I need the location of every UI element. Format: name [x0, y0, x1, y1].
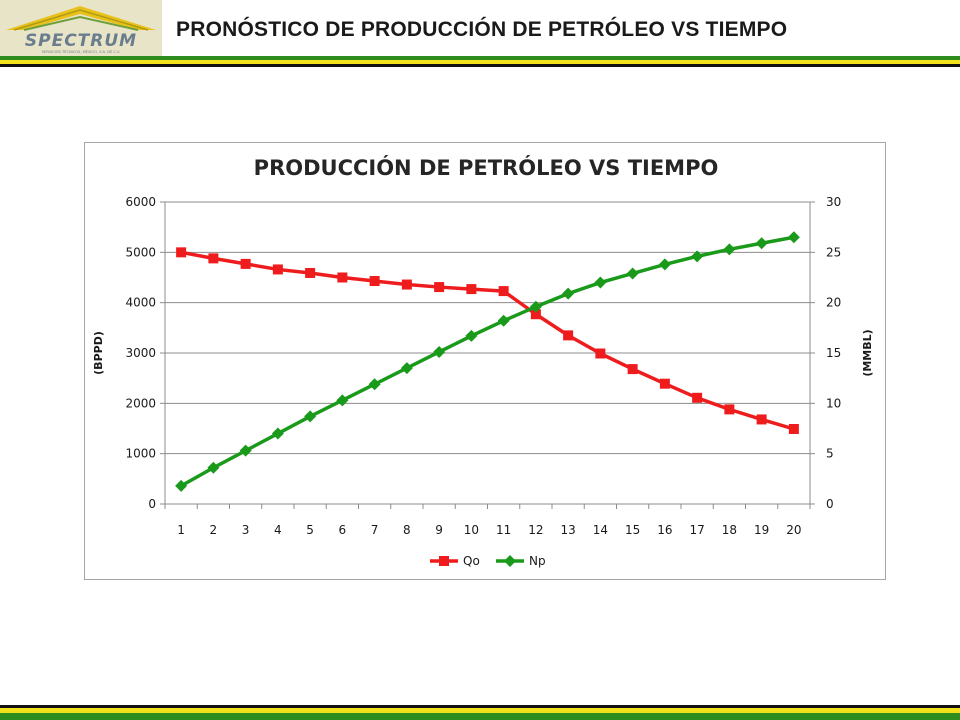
y-tick-label: 3000 [125, 346, 156, 360]
y-tick-label: 6000 [125, 195, 156, 209]
qo-series-line [180, 250, 795, 431]
np-point [304, 410, 317, 423]
x-tick-label: 1 [177, 523, 185, 537]
y-tick-label: 0 [148, 497, 156, 511]
y2-tick-label: 20 [826, 296, 841, 310]
x-tick-label: 20 [786, 523, 801, 537]
np-point [723, 243, 736, 256]
qo-point [272, 264, 283, 275]
np-series-line [180, 235, 795, 488]
qo-point [401, 279, 412, 290]
chart-title: PRODUCCIÓN DE PETRÓLEO VS TIEMPO [253, 156, 719, 180]
x-tick-label: 16 [657, 523, 672, 537]
np-point [400, 362, 413, 375]
qo-point [692, 392, 703, 403]
np-point [207, 461, 220, 474]
y-tick-label: 2000 [125, 396, 156, 410]
qo-point [305, 267, 316, 278]
x-tick-label: 8 [403, 523, 411, 537]
logo-subtext: SERVICIOS TÉCNICOS, MÉXICO, S.A. DE C.V. [42, 49, 120, 54]
footer-stripe-green [0, 713, 960, 720]
np-point [691, 250, 704, 263]
np-point [271, 427, 284, 440]
x-tick-label: 5 [306, 523, 314, 537]
legend-marker-np [504, 555, 516, 567]
qo-point [659, 378, 670, 389]
legend-label-qo: Qo [463, 554, 480, 568]
header-stripe-yellow [0, 60, 960, 64]
np-point [787, 231, 800, 244]
np-point [529, 300, 542, 313]
y2-tick-label: 10 [826, 396, 841, 410]
y-tick-label: 5000 [125, 245, 156, 259]
x-tick-label: 4 [274, 523, 282, 537]
qo-point [498, 286, 509, 297]
y2-tick-label: 30 [826, 195, 841, 209]
qo-point [788, 424, 799, 435]
y2-tick-label: 0 [826, 497, 834, 511]
np-point [497, 314, 510, 327]
y2-tick-label: 25 [826, 245, 841, 259]
x-tick-label: 19 [754, 523, 769, 537]
y-axis-label: (BPPD) [92, 331, 105, 375]
qo-point [176, 247, 187, 258]
x-tick-label: 18 [722, 523, 737, 537]
qo-point [756, 414, 767, 425]
x-tick-label: 13 [560, 523, 575, 537]
chart-frame [84, 142, 886, 580]
x-tick-label: 6 [339, 523, 347, 537]
np-point [175, 479, 188, 492]
legend-label-np: Np [529, 554, 546, 568]
qo-point [724, 404, 735, 415]
spectrum-logo: SPECTRUM SERVICIOS TÉCNICOS, MÉXICO, S.A… [0, 0, 162, 56]
np-point [465, 329, 478, 342]
y-tick-label: 4000 [125, 296, 156, 310]
x-tick-label: 11 [496, 523, 511, 537]
qo-point [595, 348, 606, 359]
np-point [562, 287, 575, 300]
y2-axis-label: (MMBL) [861, 329, 874, 376]
qo-point [240, 258, 251, 269]
np-point [368, 378, 381, 391]
np-point [626, 267, 639, 280]
x-tick-label: 17 [689, 523, 704, 537]
x-tick-label: 9 [435, 523, 443, 537]
np-point [755, 237, 768, 250]
logo-wordmark: SPECTRUM [25, 31, 137, 51]
legend-marker-qo [439, 556, 449, 566]
y2-tick-label: 5 [826, 447, 834, 461]
x-tick-label: 15 [625, 523, 640, 537]
y-tick-label: 1000 [125, 447, 156, 461]
qo-point [530, 309, 541, 320]
qo-point [627, 364, 638, 375]
footer-stripe-yellow [0, 708, 960, 713]
header-stripe-black [0, 64, 960, 67]
qo-point [337, 272, 348, 283]
header-stripe-green [0, 56, 960, 60]
x-tick-label: 10 [464, 523, 479, 537]
np-point [433, 345, 446, 358]
x-tick-label: 12 [528, 523, 543, 537]
x-tick-label: 3 [242, 523, 250, 537]
y2-tick-label: 15 [826, 346, 841, 360]
qo-point [208, 253, 219, 264]
x-tick-label: 7 [371, 523, 379, 537]
np-point [336, 394, 349, 407]
footer-stripe-black [0, 705, 960, 708]
np-point [594, 276, 607, 289]
np-point [239, 444, 252, 457]
qo-point [369, 276, 380, 287]
x-tick-label: 14 [593, 523, 608, 537]
qo-point [434, 282, 445, 293]
np-point [658, 258, 671, 271]
x-tick-label: 2 [210, 523, 218, 537]
page-title: PRONÓSTICO DE PRODUCCIÓN DE PETRÓLEO VS … [176, 18, 788, 41]
qo-point [563, 330, 574, 341]
qo-point [466, 284, 477, 295]
